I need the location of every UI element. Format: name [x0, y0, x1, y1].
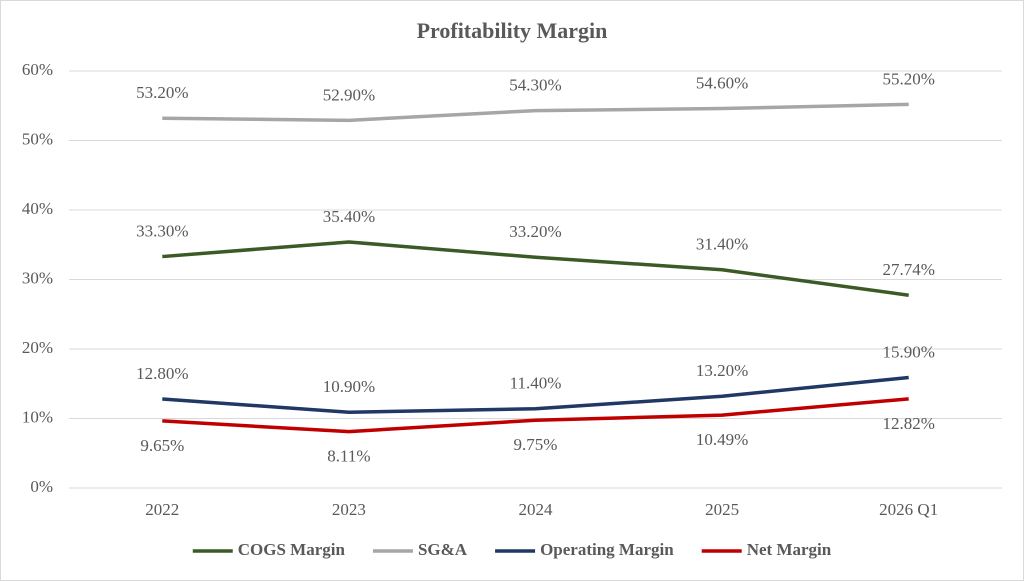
series-line [162, 397, 909, 434]
y-tick-label: 30% [22, 268, 53, 287]
y-tick-label: 50% [22, 129, 53, 148]
x-tick-label: 2023 [332, 500, 366, 519]
data-label: 55.20% [882, 69, 934, 88]
series-line [162, 375, 909, 414]
y-tick-label: 60% [22, 60, 53, 79]
data-label: 15.90% [882, 342, 934, 361]
y-tick-label: 20% [22, 338, 53, 357]
data-label: 12.80% [136, 364, 188, 383]
data-label: 13.20% [696, 361, 748, 380]
legend-label: Net Margin [747, 540, 832, 559]
series-line [162, 102, 909, 123]
data-label: 33.30% [136, 221, 188, 240]
data-label: 54.30% [509, 76, 561, 95]
data-label: 9.75% [514, 435, 558, 454]
y-tick-label: 0% [30, 477, 53, 496]
legend-label: SG&A [418, 540, 468, 559]
x-tick-label: 2026 Q1 [879, 500, 938, 519]
data-label: 53.20% [136, 83, 188, 102]
x-tick-label: 2022 [145, 500, 179, 519]
data-label: 10.90% [323, 377, 375, 396]
data-label: 27.74% [882, 260, 934, 279]
data-label: 12.82% [882, 414, 934, 433]
data-label: 31.40% [696, 235, 748, 254]
legend-label: Operating Margin [540, 540, 674, 559]
data-label: 11.40% [510, 374, 562, 393]
data-label: 54.60% [696, 73, 748, 92]
series-line [162, 240, 909, 297]
data-label: 10.49% [696, 430, 748, 449]
chart-title: Profitability Margin [417, 18, 608, 43]
data-label: 52.90% [323, 85, 375, 104]
x-tick-label: 2024 [519, 500, 554, 519]
data-label: 33.20% [509, 222, 561, 241]
y-tick-label: 10% [22, 407, 53, 426]
data-label: 35.40% [323, 207, 375, 226]
data-label: 9.65% [140, 436, 184, 455]
legend-label: COGS Margin [238, 540, 346, 559]
data-label: 8.11% [327, 447, 370, 466]
x-tick-label: 2025 [705, 500, 739, 519]
y-tick-label: 40% [22, 199, 53, 218]
